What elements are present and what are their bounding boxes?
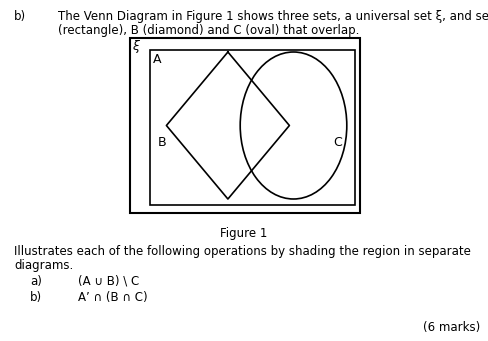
Bar: [150, 50, 355, 205]
Text: diagrams.: diagrams.: [14, 259, 73, 272]
Text: b): b): [14, 10, 26, 23]
Text: Figure 1: Figure 1: [220, 227, 268, 240]
Text: A: A: [153, 53, 162, 66]
Text: (rectangle), B (diamond) and C (oval) that overlap.: (rectangle), B (diamond) and C (oval) th…: [58, 24, 359, 37]
Text: C: C: [333, 135, 342, 148]
Text: a): a): [30, 275, 42, 288]
Text: b): b): [30, 291, 42, 304]
Text: Illustrates each of the following operations by shading the region in separate: Illustrates each of the following operat…: [14, 245, 471, 258]
Text: (6 marks): (6 marks): [423, 321, 480, 334]
Text: (A ∪ B) \ C: (A ∪ B) \ C: [78, 275, 139, 288]
Text: ξ: ξ: [132, 40, 139, 53]
Text: The Venn Diagram in Figure 1 shows three sets, a universal set ξ, and sets A: The Venn Diagram in Figure 1 shows three…: [58, 10, 488, 23]
Bar: [130, 38, 360, 213]
Text: A’ ∩ (B ∩ C): A’ ∩ (B ∩ C): [78, 291, 148, 304]
Text: B: B: [158, 135, 166, 148]
